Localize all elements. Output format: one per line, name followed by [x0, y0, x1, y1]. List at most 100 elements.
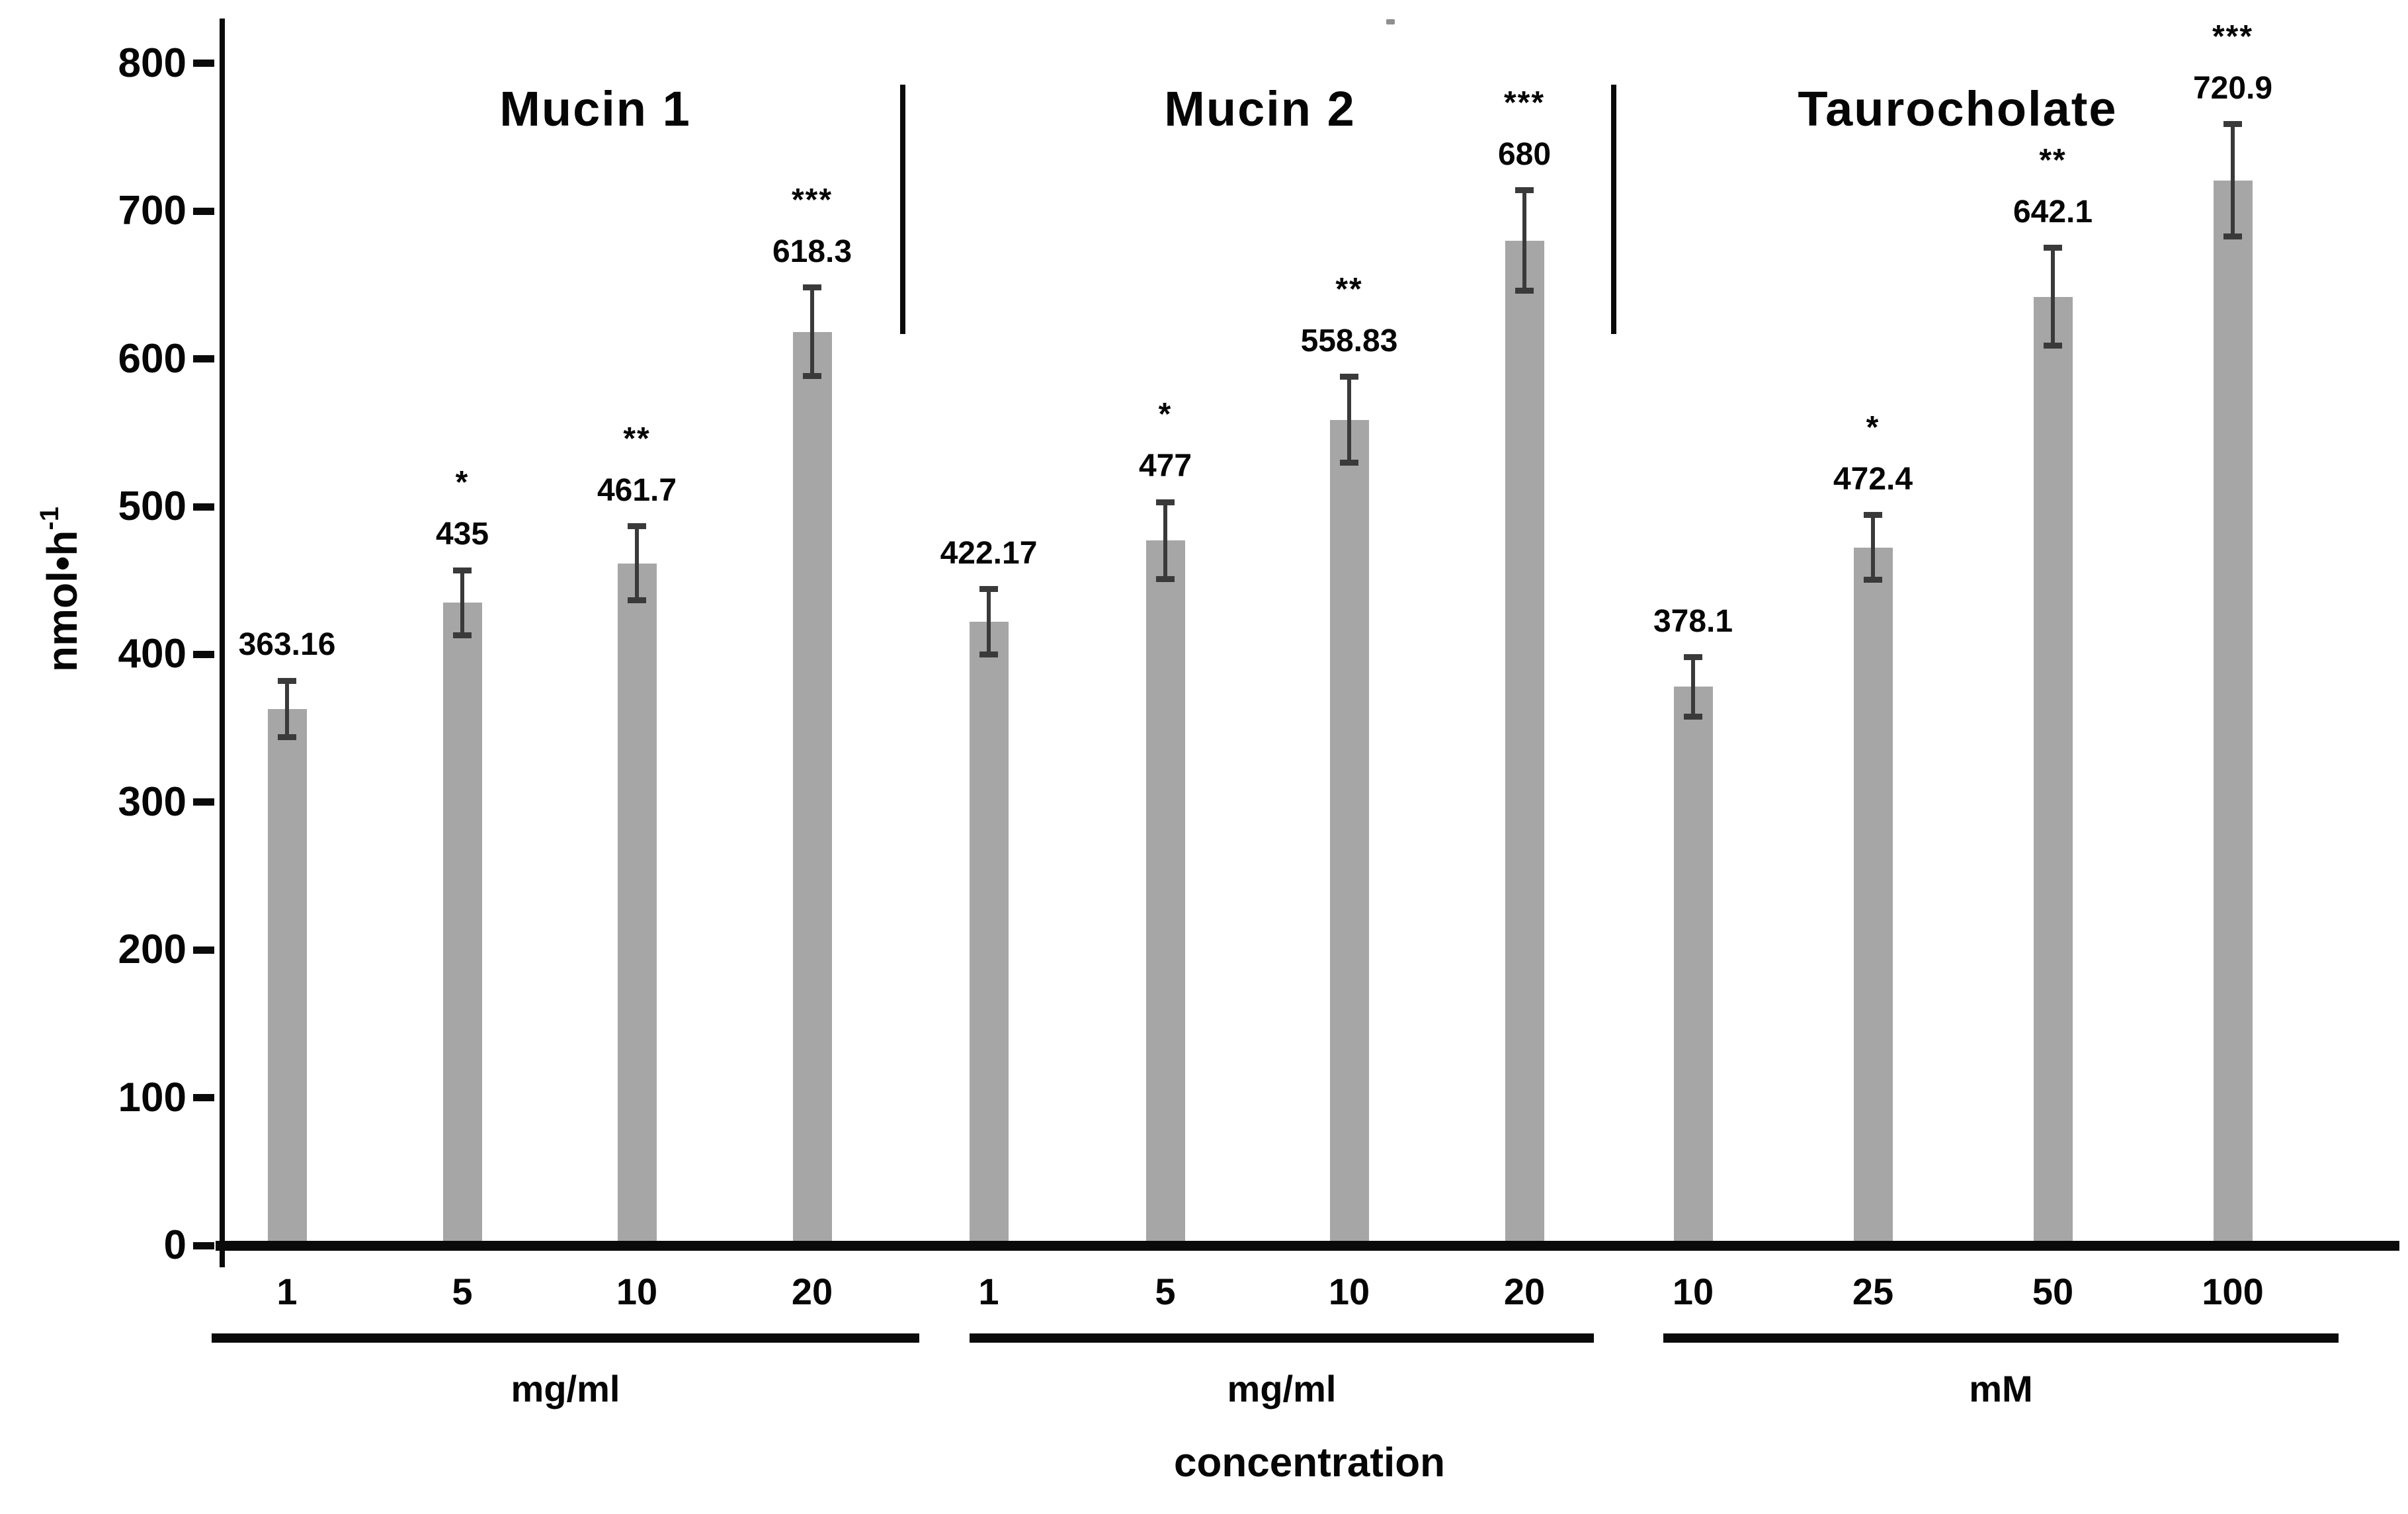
group-axis-underline — [212, 1333, 919, 1343]
bar-value-label: 680 — [1497, 137, 1552, 172]
x-tick-label: 5 — [1155, 1271, 1176, 1312]
error-bar-cap-top — [2223, 121, 2242, 127]
x-axis-line — [216, 1241, 2399, 1251]
y-tick-mark — [193, 651, 214, 658]
x-tick-label: 5 — [452, 1271, 473, 1312]
error-bar-whisker — [1522, 190, 1526, 291]
bar-value-label: 435 — [435, 517, 489, 552]
y-tick-mark — [193, 1242, 214, 1249]
group-unit-label: mg/ml — [1227, 1368, 1337, 1409]
x-tick-label: 20 — [1503, 1271, 1546, 1312]
artifact-dot — [1386, 19, 1395, 24]
error-bar-cap-top — [278, 678, 296, 684]
y-tick-mark — [193, 208, 214, 215]
bar — [2214, 181, 2253, 1251]
error-bar-cap-bottom — [2223, 233, 2242, 239]
error-bar-cap-top — [1156, 499, 1175, 505]
group-axis-underline — [1663, 1333, 2339, 1343]
error-bar-whisker — [460, 570, 464, 635]
bar — [618, 564, 657, 1251]
significance-stars: * — [1866, 410, 1880, 445]
error-bar-cap-bottom — [278, 734, 296, 740]
significance-stars: * — [1158, 397, 1173, 432]
error-bar-cap-bottom — [1340, 460, 1358, 466]
error-bar-cap-top — [1684, 654, 1702, 660]
y-tick-mark — [193, 503, 214, 511]
significance-stars: *** — [791, 183, 833, 218]
y-tick-label: 300 — [118, 779, 187, 825]
x-tick-label: 10 — [1672, 1271, 1714, 1312]
error-bar-cap-bottom — [803, 373, 821, 379]
bar-value-label: 720.9 — [2192, 71, 2273, 106]
significance-stars: *** — [1503, 85, 1546, 120]
bar — [793, 332, 832, 1251]
bar — [2034, 297, 2073, 1251]
error-bar-cap-bottom — [1156, 576, 1175, 582]
x-tick-label: 50 — [2032, 1271, 2074, 1312]
bar — [443, 603, 482, 1251]
group-title-taurocholate: Taurocholate — [1798, 81, 2118, 136]
bar — [1854, 548, 1893, 1251]
bar-value-label: 363.16 — [238, 627, 336, 662]
bar — [970, 622, 1009, 1251]
x-tick-label: 1 — [276, 1271, 298, 1312]
error-bar-cap-bottom — [2044, 343, 2062, 349]
y-tick-label: 100 — [118, 1075, 187, 1120]
error-bar-whisker — [1691, 657, 1695, 716]
error-bar-cap-bottom — [453, 632, 472, 638]
bar-value-label: 642.1 — [2013, 194, 2093, 230]
error-bar-cap-bottom — [1515, 288, 1534, 294]
significance-stars: ** — [623, 421, 651, 456]
error-bar-cap-bottom — [979, 652, 998, 657]
bar — [268, 709, 307, 1251]
error-bar-whisker — [1347, 377, 1351, 463]
bar — [1505, 241, 1544, 1251]
x-tick-label: 25 — [1852, 1271, 1894, 1312]
error-bar-whisker — [635, 526, 639, 601]
y-tick-mark — [193, 798, 214, 806]
error-bar-cap-top — [979, 586, 998, 592]
error-bar-cap-top — [1864, 512, 1882, 518]
bar — [1674, 687, 1713, 1251]
error-bar-whisker — [810, 288, 814, 376]
group-divider-line — [1611, 85, 1616, 334]
significance-stars: * — [455, 465, 470, 500]
group-unit-label: mg/ml — [511, 1368, 620, 1409]
error-bar-cap-bottom — [1864, 577, 1882, 583]
y-tick-label: 200 — [118, 927, 187, 972]
y-tick-mark — [193, 1094, 214, 1101]
y-tick-label: 800 — [118, 40, 187, 86]
bar-value-label: 378.1 — [1653, 604, 1733, 639]
significance-stars: ** — [1335, 272, 1363, 307]
bar-value-label: 422.17 — [940, 536, 1038, 571]
y-tick-mark — [193, 60, 214, 67]
x-tick-label: 20 — [791, 1271, 833, 1312]
bar-value-label: 461.7 — [597, 473, 677, 508]
significance-stars: ** — [2039, 143, 2067, 178]
error-bar-whisker — [2051, 248, 2055, 345]
x-tick-label: 10 — [616, 1271, 658, 1312]
group-title-mucin-1: Mucin 1 — [499, 81, 691, 136]
error-bar-whisker — [2231, 124, 2235, 237]
bar — [1330, 420, 1369, 1251]
error-bar-cap-bottom — [1684, 714, 1702, 720]
error-bar-whisker — [1871, 515, 1875, 580]
y-tick-mark — [193, 355, 214, 362]
bar-value-label: 618.3 — [772, 234, 852, 269]
bar — [1146, 540, 1185, 1251]
error-bar-cap-top — [1340, 374, 1358, 380]
error-bar-cap-bottom — [628, 597, 646, 603]
x-tick-label: 10 — [1328, 1271, 1370, 1312]
y-axis-line — [220, 19, 225, 1267]
y-tick-label: 600 — [118, 336, 187, 382]
error-bar-whisker — [1163, 502, 1167, 579]
group-unit-label: mM — [1969, 1368, 2033, 1409]
bar-value-label: 558.83 — [1300, 323, 1398, 358]
group-divider-line — [900, 85, 905, 334]
x-tick-label: 100 — [2202, 1271, 2264, 1312]
y-tick-label: 400 — [118, 631, 187, 677]
error-bar-cap-top — [453, 568, 472, 573]
y-tick-mark — [193, 946, 214, 954]
x-tick-label: 1 — [978, 1271, 999, 1312]
